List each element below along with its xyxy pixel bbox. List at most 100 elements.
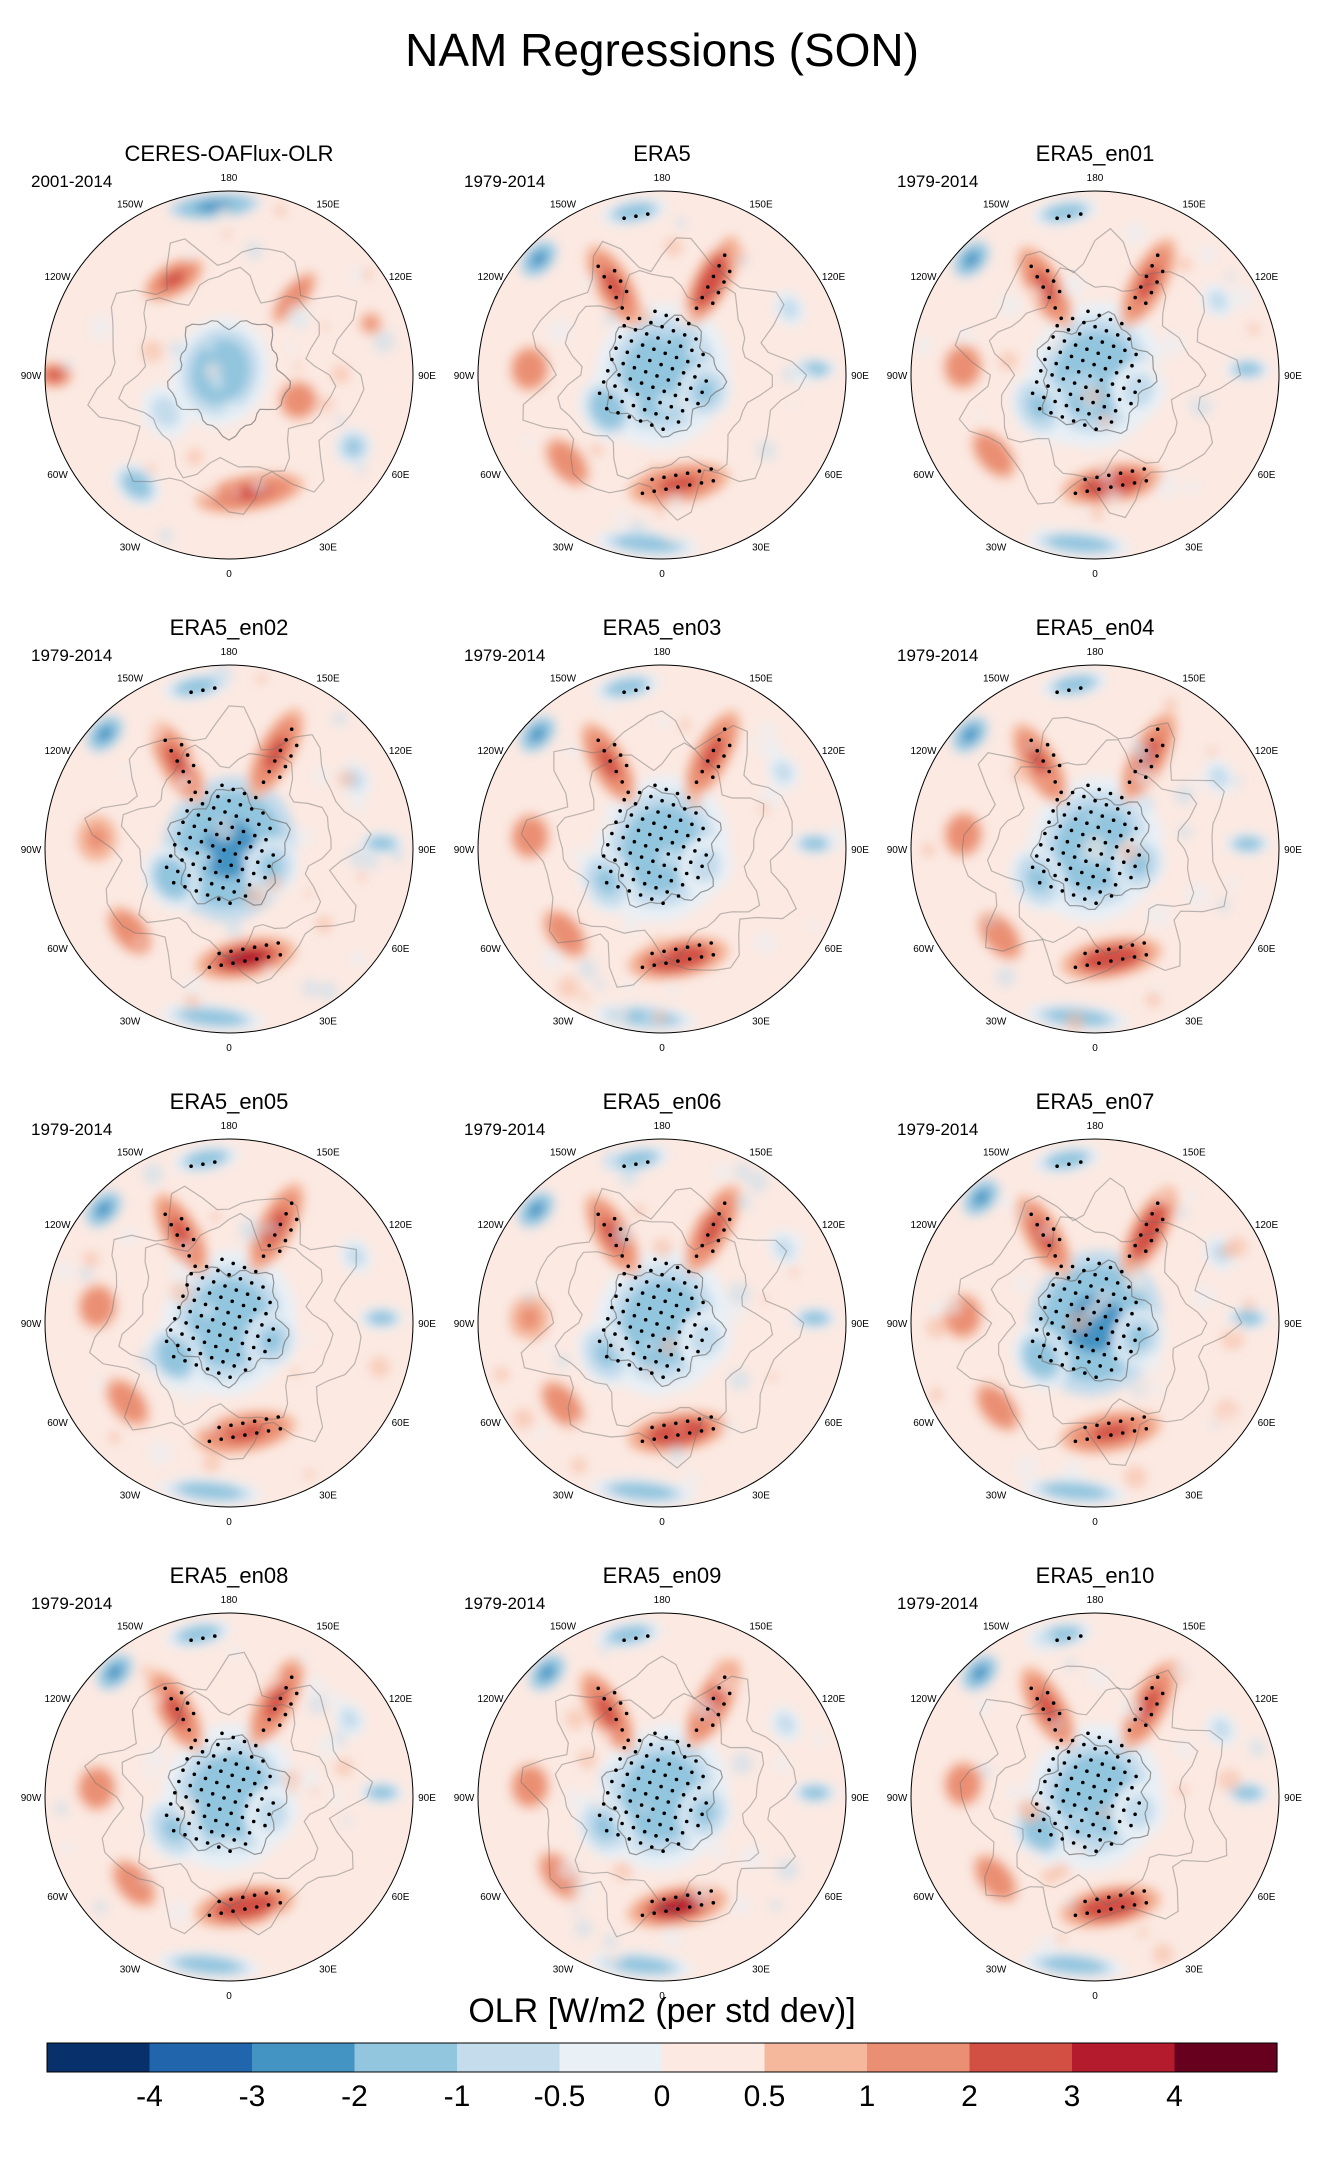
olr-noise bbox=[251, 479, 266, 494]
longitude-label: 120E bbox=[1255, 746, 1279, 757]
stipple-dot bbox=[202, 1814, 207, 1819]
stipple-dot bbox=[229, 1337, 233, 1342]
colorbar-swatch-4 bbox=[354, 2043, 458, 2072]
stipple-dot bbox=[727, 1217, 732, 1222]
stipple-dot bbox=[717, 738, 721, 742]
stipple-dot bbox=[1155, 754, 1159, 758]
stipple-dot bbox=[711, 1249, 715, 1253]
olr-noise bbox=[985, 916, 996, 927]
olr-noise bbox=[679, 719, 692, 731]
stipple-dot bbox=[1130, 1785, 1134, 1790]
stipple-dot bbox=[245, 818, 250, 822]
olr-noise bbox=[1214, 414, 1232, 432]
stipple-dot bbox=[1085, 489, 1089, 494]
stipple-dot bbox=[617, 1795, 621, 1799]
coastlines bbox=[961, 716, 1228, 985]
olr-noise bbox=[1060, 274, 1085, 299]
stipple-dot bbox=[1134, 1774, 1138, 1779]
olr-contour-7-4 bbox=[122, 1871, 146, 1897]
olr-contour-8-4 bbox=[86, 826, 108, 851]
stipple-dot bbox=[1065, 365, 1070, 370]
olr-noise bbox=[548, 319, 572, 343]
stipple-dot bbox=[1120, 1743, 1124, 1748]
stipple-dot bbox=[191, 862, 195, 866]
stipple-dot bbox=[1068, 866, 1073, 871]
olr-noise bbox=[292, 435, 311, 454]
stipple-dot bbox=[689, 386, 693, 391]
coastline-3 bbox=[88, 1185, 362, 1461]
stipple-dot bbox=[1142, 1889, 1146, 1893]
olr-noise bbox=[1193, 1286, 1215, 1308]
olr-noise bbox=[654, 506, 666, 517]
stipple-dot bbox=[676, 1907, 680, 1911]
stipple-dot bbox=[1055, 690, 1059, 694]
stipple-dot bbox=[685, 1419, 690, 1423]
stipple-dot bbox=[168, 1328, 173, 1332]
stipple-dot bbox=[261, 780, 266, 784]
stipple-dot bbox=[1088, 848, 1092, 852]
stipple-dot bbox=[662, 1811, 666, 1816]
stipple-dot bbox=[604, 1828, 609, 1833]
olr-noise bbox=[1156, 475, 1178, 497]
coastline-2 bbox=[121, 1690, 335, 1907]
longitude-label: 60E bbox=[392, 1418, 410, 1429]
stipple-dot bbox=[1059, 1738, 1063, 1743]
coastline-1 bbox=[166, 320, 292, 441]
olr-noise bbox=[776, 1859, 799, 1881]
olr-noise bbox=[225, 921, 243, 938]
stipple-dot bbox=[1072, 1329, 1077, 1333]
olr-noise bbox=[330, 1790, 343, 1804]
olr-noise bbox=[348, 1225, 362, 1240]
stipple-dot bbox=[647, 396, 651, 401]
stipple-dot bbox=[220, 1257, 224, 1262]
stipple-dot bbox=[1071, 1367, 1076, 1371]
stipple-dot bbox=[1030, 1339, 1035, 1344]
stipple-dot bbox=[201, 1162, 205, 1166]
stipple-dot bbox=[1150, 1212, 1154, 1216]
olr-noise bbox=[812, 1732, 825, 1745]
stipple-dot bbox=[1046, 384, 1050, 388]
olr-contour-3-4 bbox=[1128, 378, 1149, 402]
stipple-dot bbox=[1051, 1701, 1056, 1705]
stipple-dot bbox=[1098, 890, 1102, 894]
stipple-dot bbox=[278, 775, 282, 779]
olr-noise bbox=[142, 1163, 164, 1185]
olr-field bbox=[911, 191, 1279, 559]
stipple-dot bbox=[1107, 1421, 1111, 1426]
stipple-dot bbox=[1144, 953, 1149, 957]
olr-noise bbox=[572, 1645, 585, 1658]
stipple-dot bbox=[711, 748, 716, 753]
stipple-dot bbox=[1045, 742, 1050, 747]
panel-period: 1979-2014 bbox=[464, 1120, 545, 1139]
stipple-dot bbox=[169, 1222, 173, 1227]
stipple-dot bbox=[1144, 1249, 1148, 1253]
stipple-dot bbox=[674, 947, 678, 952]
panel-period: 1979-2014 bbox=[897, 172, 978, 191]
stipple-dot bbox=[1109, 894, 1114, 898]
stipple-dot bbox=[207, 1765, 212, 1769]
olr-field bbox=[45, 1613, 413, 1981]
stipple-dot bbox=[1058, 1298, 1063, 1303]
stipple-dot bbox=[1046, 1806, 1050, 1810]
stipple-dot bbox=[609, 1343, 613, 1348]
panel-title: ERA5_en01 bbox=[1036, 141, 1155, 166]
olr-noise bbox=[666, 492, 684, 510]
stipple-dot bbox=[614, 820, 618, 824]
olr-noise bbox=[732, 1897, 750, 1915]
olr-noise bbox=[1065, 1658, 1077, 1670]
stipple-dot bbox=[251, 1345, 256, 1350]
stipple-dot bbox=[243, 1368, 248, 1372]
olr-contour-12-4 bbox=[372, 1788, 391, 1797]
stipple-dot bbox=[222, 1796, 226, 1800]
olr-contour-4-4 bbox=[596, 1695, 619, 1729]
stipple-dot bbox=[618, 809, 622, 813]
olr-noise bbox=[557, 1858, 580, 1881]
stipple-dot bbox=[690, 1770, 694, 1775]
stipple-dot bbox=[1103, 1314, 1108, 1319]
stipple-dot bbox=[639, 855, 644, 859]
colorbar-label: OLR [W/m2 (per std dev)] bbox=[468, 1992, 855, 2030]
longitude-label: 180 bbox=[221, 647, 238, 658]
stipple-dot bbox=[1029, 1686, 1033, 1691]
